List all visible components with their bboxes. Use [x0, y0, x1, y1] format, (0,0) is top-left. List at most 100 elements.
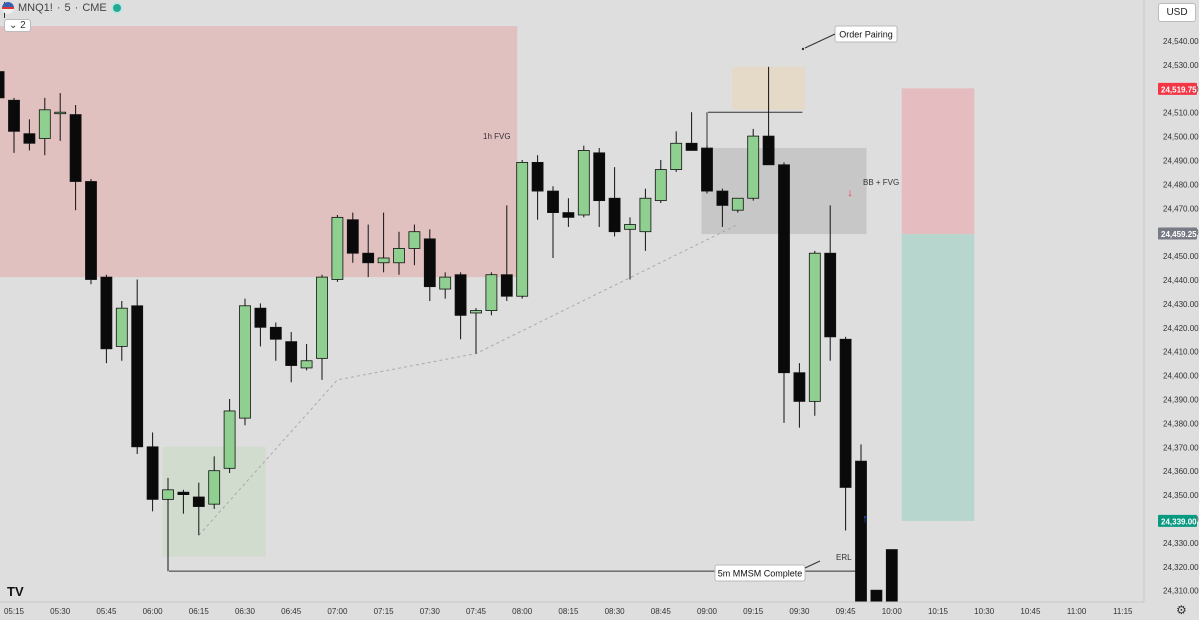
gear-icon[interactable]: ⚙: [1176, 603, 1187, 617]
time-tick-label: 10:15: [928, 607, 949, 616]
time-tick-label: 06:45: [281, 607, 302, 616]
candle-body[interactable]: [85, 181, 97, 280]
candle-body[interactable]: [54, 111, 67, 115]
price-tick-label: 24,430.00: [1163, 300, 1199, 309]
candle-body[interactable]: [654, 169, 667, 202]
candle-body[interactable]: [685, 142, 698, 151]
time-tick-label: 06:30: [235, 607, 256, 616]
symbol-header[interactable]: MNQ1! · 5 · CME: [2, 2, 123, 14]
time-tick-label: 07:30: [420, 607, 441, 616]
candle-body[interactable]: [69, 114, 82, 182]
candle-body[interactable]: [423, 238, 436, 288]
candle-body[interactable]: [408, 231, 421, 249]
candle-body[interactable]: [269, 326, 282, 340]
candle-body[interactable]: [470, 310, 482, 314]
candle-body[interactable]: [192, 496, 205, 507]
time-axis-background: [0, 602, 1144, 620]
price-tick-label: 24,530.00: [1163, 61, 1199, 70]
price-tick-label: 24,450.00: [1163, 252, 1199, 261]
time-tick-label: 10:00: [882, 607, 903, 616]
candle-body[interactable]: [747, 135, 760, 199]
price-label-text: 24,339.00: [1161, 517, 1197, 526]
candle-body[interactable]: [778, 164, 790, 374]
candle-body[interactable]: [500, 274, 513, 297]
candle-body[interactable]: [23, 133, 36, 144]
candle-body[interactable]: [577, 150, 590, 216]
candle-body[interactable]: [100, 276, 113, 350]
candle-body[interactable]: [762, 135, 775, 166]
down-arrow-icon: ↓: [847, 187, 853, 199]
candle-body[interactable]: [300, 360, 313, 369]
candle-body[interactable]: [254, 307, 267, 328]
time-tick-label: 05:45: [96, 607, 117, 616]
candle-body[interactable]: [624, 224, 636, 230]
time-tick-label: 09:15: [743, 607, 764, 616]
price-tick-label: 24,370.00: [1163, 443, 1199, 452]
mmsm-label: 5m MMSM Complete: [718, 569, 803, 579]
candle-body[interactable]: [547, 190, 559, 213]
price-tick-label: 24,400.00: [1163, 372, 1199, 381]
candle-body[interactable]: [393, 248, 405, 264]
candle-body[interactable]: [716, 190, 729, 206]
interval-value[interactable]: 5: [64, 2, 71, 14]
time-tick-label: 09:30: [789, 607, 810, 616]
candle-body[interactable]: [562, 212, 575, 218]
candle-body[interactable]: [162, 489, 174, 500]
time-tick-label: 11:15: [1113, 607, 1133, 616]
candle-body[interactable]: [223, 410, 236, 469]
order-pairing-connector-dot: [801, 47, 805, 51]
header-sep-2: ·: [74, 2, 79, 14]
time-tick-label: 05:15: [4, 607, 25, 616]
price-tick-label: 24,390.00: [1163, 396, 1199, 405]
candle-body[interactable]: [362, 252, 375, 264]
candle-body[interactable]: [516, 161, 529, 297]
candle-body[interactable]: [8, 99, 20, 132]
swing-dashed-line: [198, 224, 739, 536]
candle-body[interactable]: [316, 276, 328, 359]
candle-body[interactable]: [639, 197, 652, 233]
price-tick-label: 24,510.00: [1163, 109, 1199, 118]
currency-button[interactable]: USD: [1158, 3, 1196, 22]
time-tick-label: 10:30: [974, 607, 995, 616]
indicator-toggle-button[interactable]: ⌄ 2: [4, 19, 31, 32]
candle-body[interactable]: [824, 252, 837, 338]
candle-body[interactable]: [146, 446, 159, 500]
price-label-box: [1158, 227, 1197, 240]
candle-body[interactable]: [331, 216, 344, 280]
candle-body[interactable]: [885, 549, 898, 620]
candle-body[interactable]: [670, 142, 683, 170]
candle-body[interactable]: [793, 372, 806, 402]
candle-body[interactable]: [593, 152, 606, 202]
candle-body[interactable]: [285, 341, 298, 366]
candle-body[interactable]: [454, 274, 467, 316]
candle-body[interactable]: [38, 109, 51, 139]
candle-body[interactable]: [377, 257, 390, 264]
candle-body[interactable]: [439, 276, 452, 290]
candle-body[interactable]: [177, 491, 190, 495]
candle-body[interactable]: [115, 307, 128, 347]
price-label-text: 24,519.75: [1161, 85, 1197, 94]
market-status-icon: [110, 2, 123, 14]
candle-body[interactable]: [808, 252, 821, 402]
price-tick-label: 24,500.00: [1163, 133, 1199, 142]
candle-body[interactable]: [346, 219, 359, 254]
candle-body[interactable]: [485, 274, 498, 311]
price-tick-label: 24,470.00: [1163, 204, 1199, 213]
candle-body[interactable]: [731, 197, 744, 211]
candle-body[interactable]: [531, 161, 544, 192]
price-tick-label: 24,330.00: [1163, 539, 1199, 548]
candle-body[interactable]: [0, 71, 5, 99]
candle-body[interactable]: [208, 470, 221, 505]
candle-body[interactable]: [239, 305, 251, 419]
price-tick-label: 24,440.00: [1163, 276, 1199, 285]
candle-body[interactable]: [855, 460, 867, 620]
candle-body[interactable]: [839, 338, 852, 488]
candle-body[interactable]: [131, 305, 144, 448]
time-tick-label: 08:00: [512, 607, 533, 616]
candle-body[interactable]: [701, 147, 713, 192]
price-tick-label: 24,380.00: [1163, 419, 1199, 428]
price-tick-label: 24,480.00: [1163, 180, 1199, 189]
candle-body[interactable]: [608, 197, 621, 233]
